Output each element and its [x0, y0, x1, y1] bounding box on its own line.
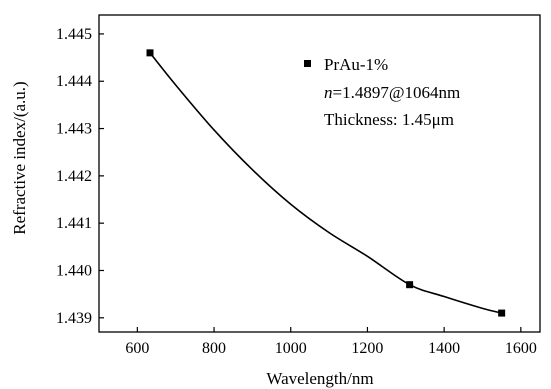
- y-tick-label: 1.440: [56, 262, 92, 279]
- legend-line-2-prefix: n: [324, 83, 333, 102]
- x-tick-label: 1600: [505, 340, 537, 357]
- legend-marker: [304, 60, 311, 67]
- y-tick-label: 1.439: [56, 310, 92, 327]
- legend-line-2-text: =1.4897@1064nm: [333, 83, 461, 102]
- legend-line-1: PrAu-1%: [324, 55, 388, 74]
- plot-area: [146, 49, 506, 317]
- data-point: [406, 281, 414, 289]
- y-axis-ticks: 1.439 1.440 1.441 1.442 1.443 1.444 1.445: [56, 26, 104, 327]
- data-point: [146, 49, 154, 57]
- x-tick-label: 1400: [428, 340, 460, 357]
- y-tick-label: 1.443: [56, 121, 92, 138]
- x-tick-label: 600: [125, 340, 149, 357]
- fit-curve: [149, 52, 502, 314]
- legend-line-3-text: Thickness: 1.45μm: [324, 110, 454, 129]
- legend-line-1-text: PrAu-1%: [324, 55, 388, 74]
- x-axis-ticks: 600 800 1000 1200 1400 1600: [125, 327, 537, 357]
- y-tick-label: 1.442: [56, 168, 92, 185]
- y-axis-title: Refractive index/(a.u.): [10, 81, 29, 234]
- x-tick-label: 1200: [351, 340, 383, 357]
- x-axis-title: Wavelength/nm: [266, 369, 373, 388]
- legend: PrAu-1% n=1.4897@1064nm Thickness: 1.45μ…: [304, 55, 460, 129]
- plot-frame: [98, 14, 541, 333]
- legend-line-2: n=1.4897@1064nm: [324, 83, 460, 102]
- x-tick-label: 800: [202, 340, 226, 357]
- y-tick-label: 1.441: [56, 215, 92, 232]
- data-point: [498, 309, 506, 317]
- y-tick-label: 1.444: [56, 73, 92, 90]
- legend-line-3: Thickness: 1.45μm: [324, 110, 454, 129]
- x-tick-label: 1000: [275, 340, 307, 357]
- y-tick-label: 1.445: [56, 26, 92, 43]
